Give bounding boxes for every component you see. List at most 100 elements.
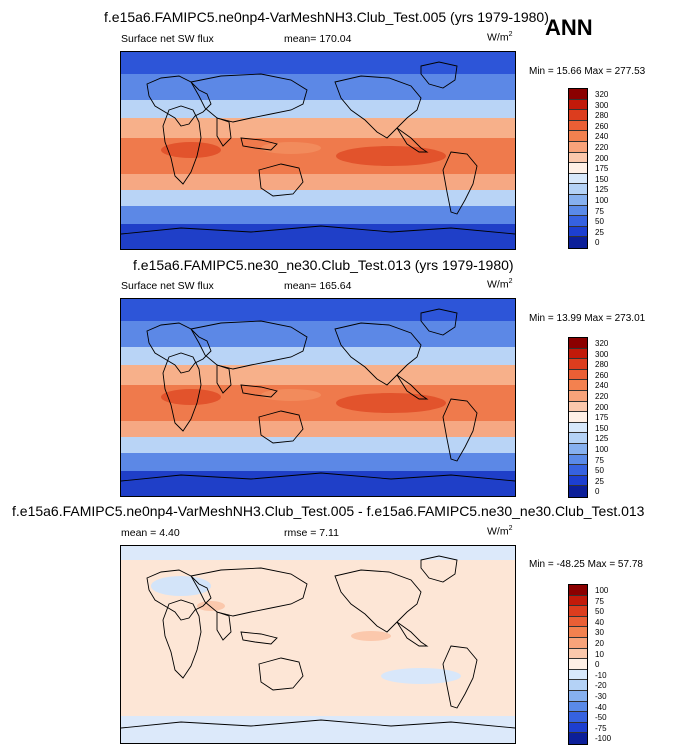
panel2-map-svg	[121, 299, 515, 496]
colorbar-cell	[569, 659, 587, 670]
panel1-variable: Surface net SW flux	[121, 33, 214, 45]
panel2-units: W/m2	[487, 278, 513, 291]
colorbar-cell	[569, 184, 587, 195]
coastline	[396, 374, 429, 400]
coastline	[121, 719, 515, 729]
coastline	[121, 225, 515, 235]
panel1-minmax: Min = 15.66 Max = 277.53	[529, 66, 646, 77]
colorbar-cell	[569, 369, 587, 381]
coastline	[240, 137, 278, 151]
colorbar-cell	[569, 422, 587, 434]
colorbar-label: 0	[595, 660, 600, 670]
coastline	[334, 75, 422, 139]
panel2-title: f.e15a6.FAMIPC5.ne30_ne30.Club_Test.013 …	[133, 257, 514, 273]
colorbar-cell	[569, 194, 587, 206]
panel1-units: W/m2	[487, 31, 513, 44]
colorbar-cell	[569, 380, 587, 391]
colorbar-label: -20	[595, 681, 607, 691]
colorbar-cell	[569, 585, 587, 596]
colorbar-label: 10	[595, 649, 604, 659]
panel2-colorbar	[568, 337, 588, 498]
coastline	[420, 308, 458, 336]
coastline	[240, 631, 278, 645]
colorbar-cell	[569, 606, 587, 617]
colorbar-label: 50	[595, 466, 604, 476]
panel3-map-svg	[121, 546, 515, 743]
colorbar-cell	[569, 465, 587, 476]
panel3-colorbar	[568, 584, 588, 745]
colorbar-label: 260	[595, 121, 609, 131]
coastline	[216, 117, 232, 147]
panel3-title: f.e15a6.FAMIPC5.ne0np4-VarMeshNH3.Club_T…	[12, 503, 645, 519]
colorbar-label: -30	[595, 692, 607, 701]
panel2-variable: Surface net SW flux	[121, 280, 214, 292]
colorbar-cell	[569, 712, 587, 723]
colorbar-cell	[569, 348, 587, 360]
colorbar-cell	[569, 669, 587, 681]
panel3-map	[120, 545, 516, 744]
colorbar-label: 260	[595, 370, 609, 380]
colorbar-label: 300	[595, 349, 609, 359]
colorbar-label: 100	[595, 445, 609, 454]
panel3-mean: mean = 4.40	[121, 527, 180, 539]
colorbar-label: 280	[595, 360, 609, 370]
colorbar-cell	[569, 216, 587, 227]
coastline	[162, 352, 202, 432]
colorbar-cell	[569, 99, 587, 111]
coastline	[442, 645, 478, 709]
panel1-mean: mean= 170.04	[284, 33, 352, 45]
colorbar-label: 50	[595, 607, 604, 617]
colorbar-label: 220	[595, 143, 609, 152]
coastline	[442, 398, 478, 462]
colorbar-label: 320	[595, 90, 609, 99]
colorbar-cell	[569, 226, 587, 238]
coastline	[334, 569, 422, 633]
coastline	[121, 472, 515, 482]
coastline	[190, 320, 308, 370]
colorbar-label: 300	[595, 100, 609, 110]
panel1-map	[120, 51, 516, 250]
panel3-minmax: Min = -48.25 Max = 57.78	[529, 559, 643, 570]
colorbar-label: 25	[595, 476, 604, 486]
colorbar-cell	[569, 486, 587, 497]
coastline	[420, 555, 458, 583]
colorbar-label: 100	[595, 196, 609, 205]
colorbar-cell	[569, 680, 587, 691]
coastline	[146, 322, 212, 374]
colorbar-label: 320	[595, 339, 609, 348]
colorbar-cell	[569, 475, 587, 487]
colorbar-label: 40	[595, 617, 604, 627]
coastline	[258, 657, 304, 691]
colorbar-cell	[569, 163, 587, 174]
colorbar-label: 240	[595, 132, 609, 142]
colorbar-label: 0	[595, 487, 600, 497]
coastline	[334, 322, 422, 386]
colorbar-cell	[569, 690, 587, 702]
colorbar-label: -75	[595, 723, 607, 733]
colorbar-label: -10	[595, 670, 607, 680]
coastline	[396, 127, 429, 153]
colorbar-cell	[569, 454, 587, 466]
colorbar-cell	[569, 237, 587, 248]
colorbar-label: -40	[595, 702, 607, 712]
colorbar-label: 220	[595, 392, 609, 401]
coastline	[162, 599, 202, 679]
colorbar-label: 200	[595, 153, 609, 163]
colorbar-cell	[569, 412, 587, 423]
colorbar-cell	[569, 152, 587, 164]
coastline	[190, 567, 308, 617]
colorbar-cell	[569, 390, 587, 402]
colorbar-cell	[569, 648, 587, 660]
coastline	[258, 410, 304, 444]
colorbar-cell	[569, 616, 587, 628]
colorbar-cell	[569, 733, 587, 744]
colorbar-label: 150	[595, 174, 609, 184]
colorbar-label: -100	[595, 734, 612, 744]
colorbar-label: 240	[595, 381, 609, 391]
colorbar-label: 175	[595, 413, 609, 423]
colorbar-cell	[569, 443, 587, 455]
coastline	[396, 621, 429, 647]
colorbar-label: 100	[595, 586, 609, 595]
colorbar-label: 125	[595, 185, 609, 195]
colorbar-cell	[569, 433, 587, 444]
